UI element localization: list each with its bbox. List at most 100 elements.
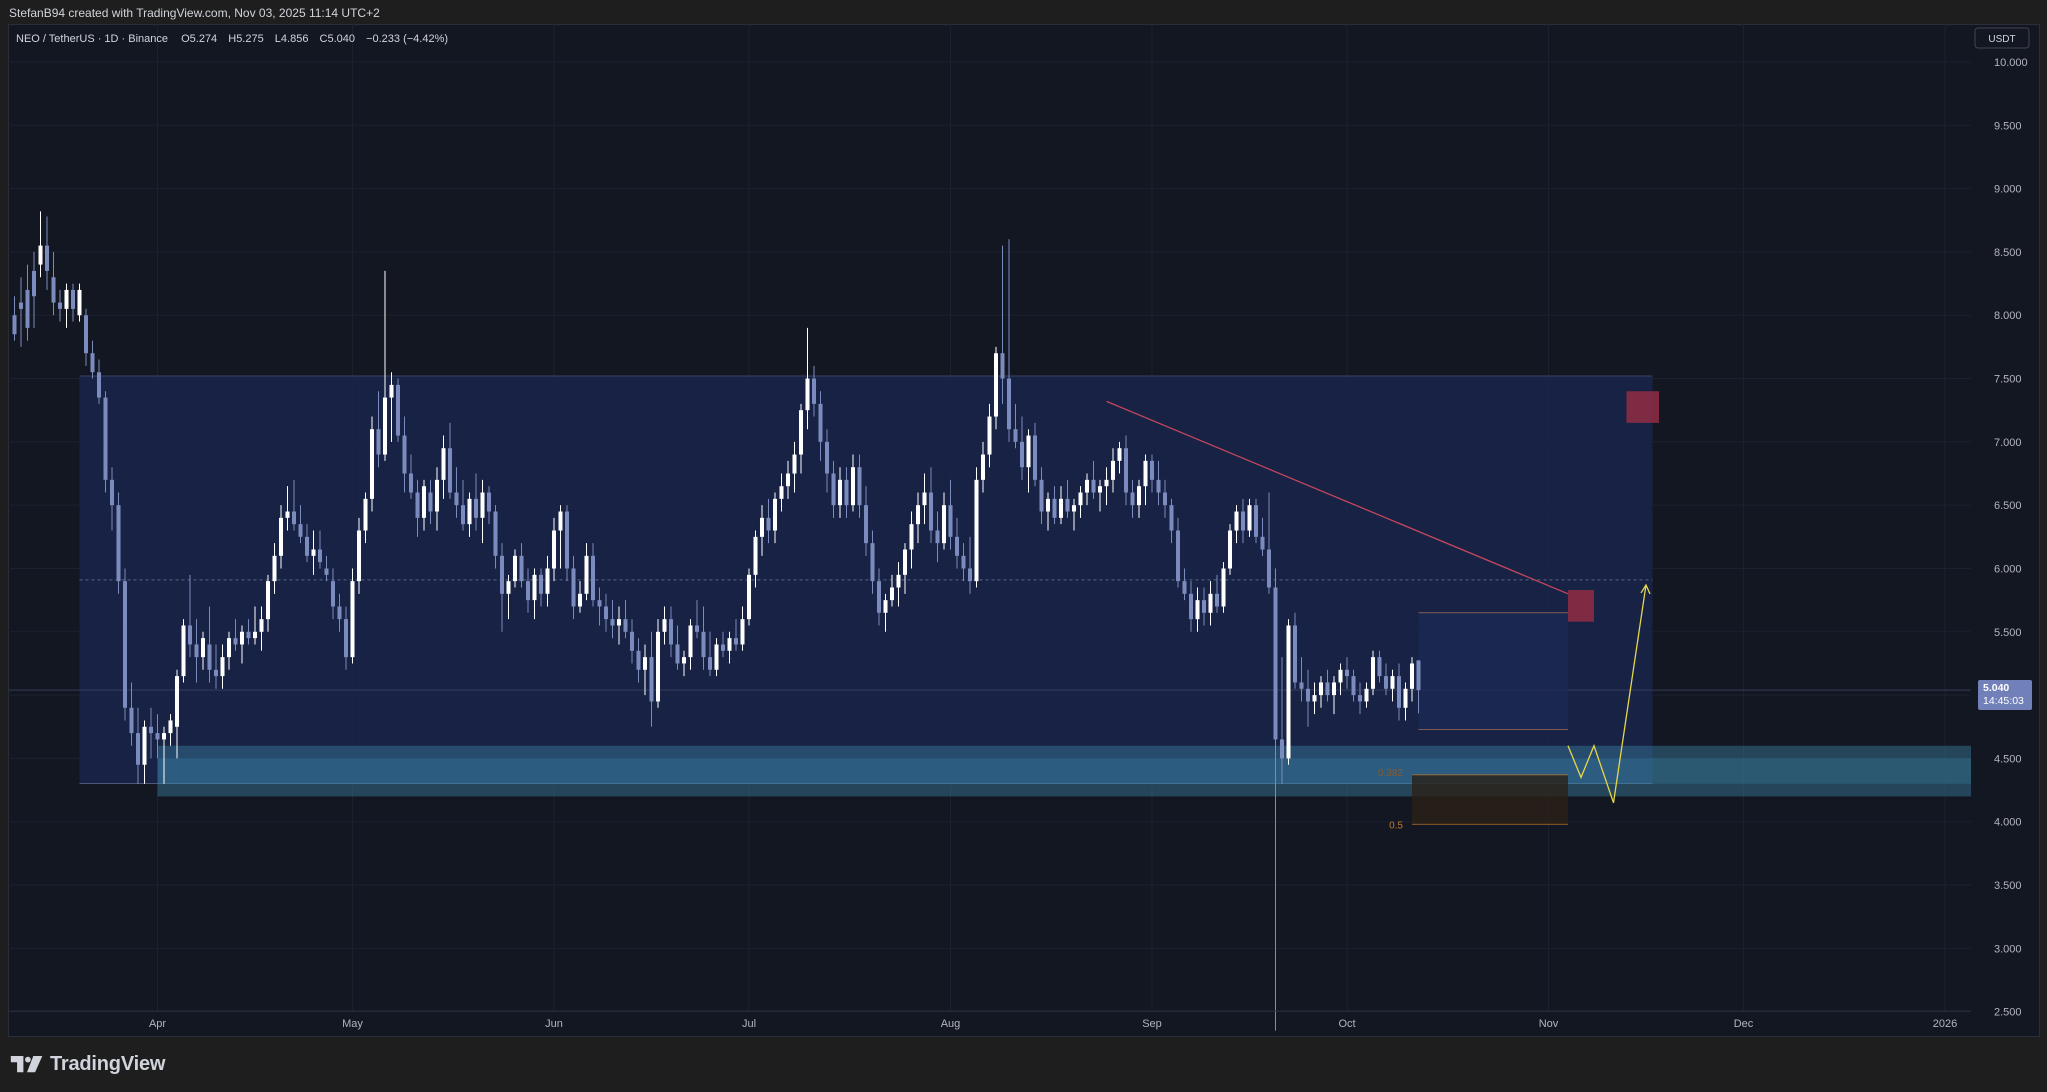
candle-up [181, 619, 186, 683]
candle-body [1123, 448, 1129, 493]
candle-body [31, 270, 37, 297]
y-tick-label: 8.000 [1994, 310, 2022, 322]
candle-up [779, 473, 784, 512]
candle-body [746, 574, 752, 620]
candle-up [1117, 441, 1122, 474]
candle-down [1032, 422, 1038, 487]
candle-down [1214, 574, 1220, 613]
candle-body [285, 511, 290, 518]
candle-up [616, 606, 622, 645]
candle-down [818, 391, 823, 461]
candle-up [915, 492, 921, 544]
candle-body [694, 625, 700, 632]
candle-down [291, 479, 297, 531]
candle-body [1299, 682, 1304, 689]
candle-up [883, 593, 888, 632]
candle-body [1214, 593, 1220, 607]
descending-trendline [1106, 400, 1569, 595]
candle-down [44, 216, 50, 290]
candle-body [1091, 479, 1096, 493]
y-tick-label: 9.500 [1994, 120, 2022, 132]
candle-down [1351, 669, 1356, 702]
price-chart[interactable]: 2.5003.0003.5004.0004.5005.0005.5006.000… [8, 24, 2040, 1037]
candle-up [889, 574, 895, 607]
candle-down [1416, 660, 1421, 714]
candle-up [1195, 587, 1200, 632]
candle-body [135, 733, 141, 765]
candle-body [12, 315, 17, 335]
candle-body [798, 410, 804, 455]
currency-button[interactable]: USDT [1974, 27, 2030, 49]
candle-up [532, 568, 537, 620]
projection-arrowhead [1640, 583, 1651, 595]
candle-down [1325, 669, 1330, 702]
candle-down [298, 505, 303, 544]
candle-body [1208, 593, 1213, 613]
candle-body [538, 574, 544, 594]
candle-body [454, 492, 459, 506]
candle-body [337, 606, 342, 620]
candle-body [1260, 536, 1265, 550]
consolidation-box [1418, 612, 1568, 730]
fib-0382-label: 0.382 [1378, 768, 1403, 779]
candle-body [902, 549, 908, 575]
candle-up [922, 473, 927, 525]
candle-body [57, 302, 63, 309]
x-tick-label: Aug [941, 1018, 961, 1030]
candle-body [298, 524, 303, 537]
candle-up [200, 631, 206, 670]
candle-body [805, 378, 810, 411]
tradingview-logo[interactable]: TradingView [10, 1053, 165, 1076]
candle-body [1364, 688, 1369, 702]
candle-body [967, 568, 973, 582]
countdown-timer: 14:45:03 [1983, 695, 2024, 707]
candle-down [499, 543, 505, 632]
candle-body [1390, 676, 1395, 689]
candle-up [584, 543, 589, 601]
candle-body [772, 498, 778, 531]
currency-button-label[interactable]: USDT [1988, 34, 2015, 45]
candle-body [857, 467, 862, 506]
candle-down [148, 707, 154, 759]
candle-down [96, 359, 102, 404]
candle-down [1130, 479, 1135, 518]
candle-up [1286, 619, 1291, 765]
candle-body [109, 479, 115, 506]
candle-up [1338, 663, 1343, 696]
candle-body [1104, 479, 1109, 487]
candle-up [1364, 682, 1369, 708]
candle-down [473, 473, 479, 531]
candle-body [25, 289, 30, 328]
candle-down [1260, 517, 1265, 556]
projection-path [1567, 584, 1647, 803]
candle-body [1305, 688, 1311, 702]
candle-down [1253, 498, 1259, 544]
candle-body [623, 619, 628, 632]
last-price-tag: 5.040 14:45:03 [1978, 680, 2032, 711]
candle-down [70, 283, 76, 322]
candle-body [811, 378, 817, 404]
candle-body [64, 289, 69, 309]
candle-body [142, 726, 147, 765]
candle-up [1084, 473, 1090, 506]
candle-body [1065, 498, 1070, 512]
candle-down [876, 568, 882, 626]
candle-body [1351, 676, 1356, 696]
candle-body [90, 353, 95, 373]
candle-body [1097, 486, 1103, 493]
candle-down [935, 511, 940, 563]
candle-down [493, 505, 498, 569]
candle-body [376, 429, 381, 455]
candle-body [408, 473, 414, 493]
candle-body [519, 555, 524, 582]
candle-down [1052, 486, 1057, 525]
candle-down [636, 638, 641, 683]
candle-body [330, 581, 336, 607]
candle-up [792, 441, 797, 493]
candle-up [987, 403, 992, 468]
candle-up [759, 505, 765, 556]
candle-down [408, 454, 414, 499]
candle-down [1169, 498, 1174, 544]
candle-up [837, 467, 843, 518]
x-tick-label: 2026 [1933, 1018, 1957, 1030]
